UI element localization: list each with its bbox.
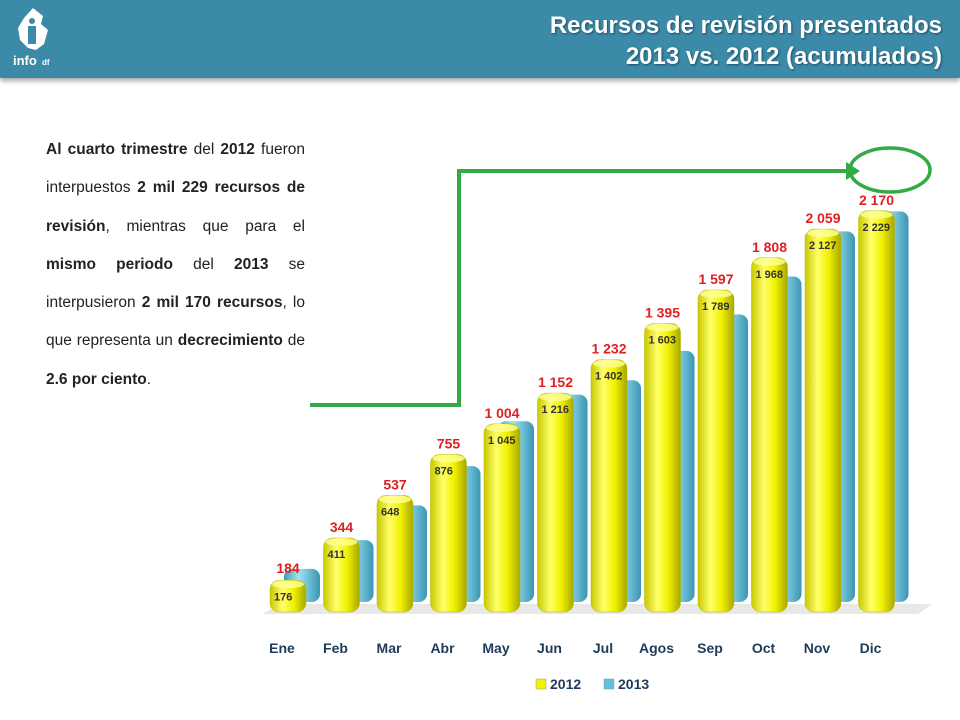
paragraph-run: se interpusieron (46, 255, 305, 312)
legend-swatch-2012 (535, 678, 547, 690)
label-2013-Jul: 1 232 (591, 341, 626, 357)
infodf-logo: info df (13, 8, 50, 68)
highlight-connector (310, 169, 846, 407)
label-2012-Nov: 2 127 (809, 240, 837, 252)
x-tick-Mar: Mar (377, 640, 402, 656)
paragraph-run: Al cuarto trimestre (46, 141, 188, 158)
label-2013-Ene: 184 (276, 560, 300, 576)
label-2013-Nov: 2 059 (805, 210, 840, 226)
label-2013-Abr: 755 (437, 435, 461, 451)
paragraph-run: , mientras que para el (105, 217, 305, 235)
bar-2012-Jul (590, 359, 628, 613)
label-2012-Agos: 1 603 (649, 334, 677, 346)
legend-swatch-2013 (603, 678, 615, 690)
x-tick-May: May (482, 640, 509, 656)
paragraph-run: de (282, 332, 305, 350)
bar-2012-top-Dic (860, 210, 893, 219)
bar-2012-Jun (537, 392, 574, 613)
paragraph-run: 2 mil 170 recursos (141, 294, 283, 312)
x-tick-Feb: Feb (323, 640, 348, 656)
x-tick-Jun: Jun (537, 640, 562, 656)
bar-2012-top-Agos (646, 323, 679, 332)
header-bar: info df Recursos de revisión presentados… (0, 0, 960, 78)
paragraph-run: , lo que representa un (46, 294, 305, 350)
x-tick-Oct: Oct (752, 640, 776, 656)
paragraph-run: mismo periodo (46, 255, 173, 273)
label-2012-Mar: 648 (381, 506, 399, 518)
page-title-line1: Recursos de revisión presentados (549, 12, 942, 39)
page-title-line2: 2013 vs. 2012 (acumulados) (625, 43, 942, 70)
label-2012-Abr: 876 (435, 465, 453, 477)
label-2013-Jun: 1 152 (538, 374, 573, 390)
bar-2012-Nov (804, 228, 842, 613)
x-tick-Abr: Abr (430, 640, 455, 656)
bar-2012-top-Sep (700, 289, 732, 298)
paragraph-run: decrecimiento (177, 332, 283, 350)
bar-2012-top-Oct (753, 257, 786, 266)
paragraph-run: 2013 (233, 255, 269, 273)
page-title: Recursos de revisión presentados 2013 vs… (550, 10, 942, 72)
bar-2012-Dic (858, 210, 895, 613)
legend-label-2013: 2013 (618, 676, 649, 692)
x-tick-Dic: Dic (860, 640, 882, 656)
paragraph-run: del (172, 255, 234, 273)
paragraph-run: 2.6 por ciento (46, 370, 147, 388)
paragraph-run: 2 mil 229 recursos de revisión (46, 179, 305, 235)
bar-2012-top-Nov (807, 229, 839, 238)
bar-2012-Agos (644, 323, 681, 613)
bar-2012-Sep (697, 289, 735, 613)
label-2013-Feb: 344 (330, 519, 354, 535)
bar-2012-top-Jun (539, 393, 572, 402)
summary-paragraph: Al cuarto trimestre del 2012 fueron inte… (46, 131, 305, 399)
label-2013-Agos: 1 395 (645, 304, 680, 320)
label-2012-Jul: 1 402 (595, 371, 623, 383)
bar-2012-top-Abr (432, 454, 465, 463)
bar-2012-top-Mar (379, 495, 411, 504)
bar-2012-Oct (751, 257, 788, 613)
paragraph-run: fueron interpuestos (46, 141, 305, 197)
label-2012-Jun: 1 216 (542, 404, 570, 416)
label-2012-Ene: 176 (274, 591, 292, 603)
svg-text:df: df (42, 58, 50, 67)
label-2012-Oct: 1 968 (756, 269, 784, 281)
x-tick-Nov: Nov (804, 640, 831, 656)
x-tick-Sep: Sep (697, 640, 723, 656)
label-2012-Sep: 1 789 (702, 301, 730, 313)
bar-2012-May (483, 423, 521, 613)
svg-text:info: info (13, 53, 37, 68)
label-2013-Dic: 2 170 (859, 192, 894, 208)
label-2012-May: 1 045 (488, 435, 516, 447)
x-tick-Ene: Ene (269, 640, 295, 656)
highlight-circle (848, 146, 932, 194)
label-2012-Feb: 411 (328, 549, 346, 561)
paragraph-run: del (187, 141, 221, 158)
bar-2012-top-Ene (272, 580, 304, 589)
label-2013-Sep: 1 597 (698, 271, 733, 287)
paragraph-run: 2012 (220, 141, 255, 158)
paragraph-run: . (146, 370, 152, 388)
bar-2012-top-May (486, 423, 518, 432)
label-2012-Dic: 2 229 (863, 222, 891, 234)
bar-2012-top-Feb (325, 538, 358, 547)
label-2013-Oct: 1 808 (752, 239, 787, 255)
bar-2012-top-Jul (593, 359, 625, 368)
bar-2012-Abr (430, 454, 467, 613)
label-2013-May: 1 004 (484, 405, 519, 421)
legend-label-2012: 2012 (550, 676, 581, 692)
x-tick-Jul: Jul (593, 640, 613, 656)
x-tick-Agos: Agos (639, 640, 674, 656)
label-2013-Mar: 537 (383, 476, 407, 492)
